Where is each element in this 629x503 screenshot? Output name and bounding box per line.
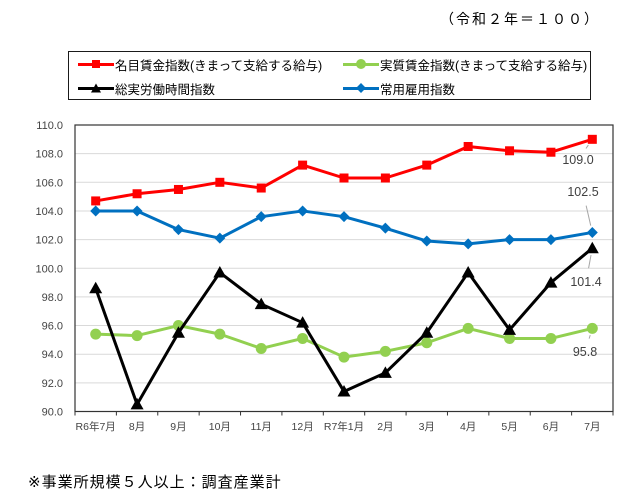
nominal-wage-line-square-marker-icon — [78, 57, 114, 71]
annotation-label: 95.8 — [573, 345, 597, 359]
annotation-label: 109.0 — [562, 153, 593, 167]
legend-item-working-hours: 総実労働時間指数 — [78, 76, 343, 100]
chart-subtitle: （令和２年＝１００） — [440, 11, 600, 27]
y-tick-label: 92.0 — [42, 378, 63, 390]
x-tick-label: 11月 — [251, 421, 272, 433]
annotation-leader-line — [588, 254, 592, 269]
annotation-leader-line — [585, 144, 589, 149]
annotation-label: 101.4 — [570, 275, 601, 289]
y-tick-label: 110.0 — [36, 120, 63, 132]
legend-label-real-wage: 実質賃金指数(きまって支給する給与) — [380, 58, 588, 73]
chart-legend: 名目賃金指数(きまって支給する給与) 実質賃金指数(きまって支給する給与) 総実… — [68, 51, 591, 100]
footnote: ※事業所規模５人以上：調査産業計 — [28, 474, 282, 491]
x-tick-label: 6月 — [543, 421, 559, 433]
y-tick-label: 96.0 — [42, 321, 63, 333]
x-tick-label: 9月 — [170, 421, 186, 433]
x-tick-label: 7月 — [584, 421, 600, 433]
y-tick-label: 108.0 — [35, 149, 63, 161]
series-3-diamond — [90, 205, 598, 250]
x-tick-label: 12月 — [292, 421, 314, 433]
x-tick-label: 10月 — [209, 421, 231, 433]
annotation-label: 102.5 — [567, 185, 598, 199]
legend-item-nominal-wage: 名目賃金指数(きまって支給する給与) — [78, 52, 343, 76]
x-tick-label: 3月 — [419, 421, 435, 433]
y-tick-label: 90.0 — [42, 407, 63, 419]
y-tick-label: 104.0 — [35, 206, 63, 218]
legend-label-working-hours: 総実労働時間指数 — [115, 82, 216, 97]
series-0-square — [91, 134, 597, 206]
real-wage-line-circle-marker-icon — [343, 57, 379, 71]
y-tick-label: 98.0 — [42, 292, 63, 304]
x-tick-label: 8月 — [129, 421, 145, 433]
series-line — [95, 137, 593, 203]
series-1-circle — [90, 320, 598, 363]
legend-item-real-wage: 実質賃金指数(きまって支給する給与) — [343, 52, 590, 76]
y-tick-label: 106.0 — [35, 177, 63, 189]
legend-label-nominal-wage: 名目賃金指数(きまって支給する給与) — [115, 58, 323, 73]
annotation-leader-line — [588, 334, 591, 339]
regular-employment-line-diamond-marker-icon — [343, 81, 379, 95]
legend-label-regular-employment: 常用雇用指数 — [380, 82, 456, 97]
x-tick-label: R6年7月 — [76, 420, 116, 433]
plot-border — [74, 124, 614, 413]
working-hours-line-triangle-marker-icon — [78, 81, 114, 95]
y-tick-label: 102.0 — [35, 235, 63, 247]
y-tick-label: 100.0 — [35, 263, 63, 275]
series-2-triangle — [89, 241, 599, 410]
legend-item-regular-employment: 常用雇用指数 — [343, 76, 590, 100]
annotation-leader-line — [585, 205, 592, 226]
x-tick-label: 4月 — [460, 421, 476, 433]
y-tick-label: 94.0 — [42, 349, 63, 361]
x-tick-label: 2月 — [377, 421, 393, 433]
x-tick-label: R7年1月 — [324, 420, 364, 433]
x-tick-label: 5月 — [501, 421, 517, 433]
